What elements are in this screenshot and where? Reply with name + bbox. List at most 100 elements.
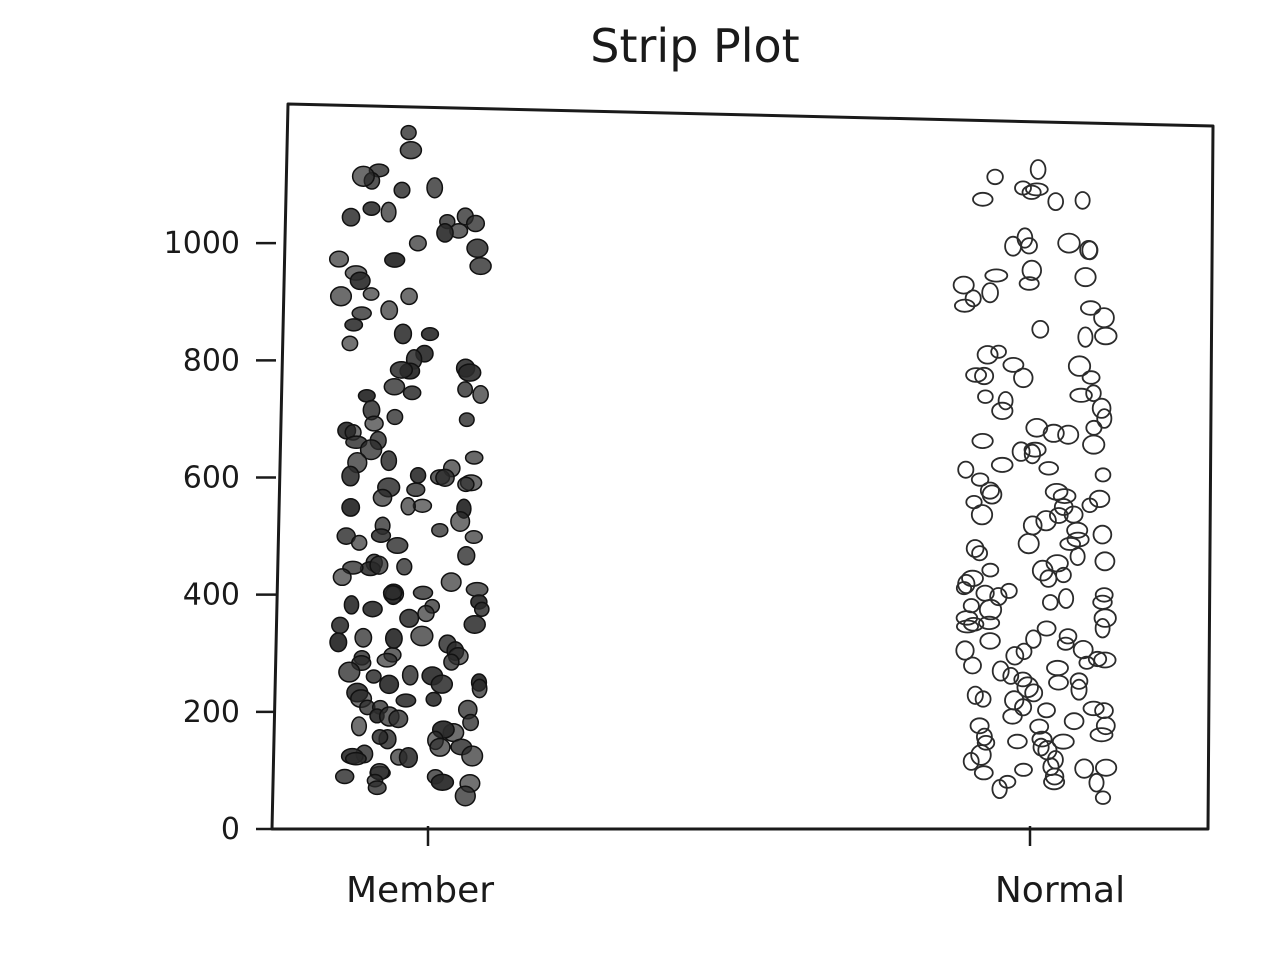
data-point-member [469,257,492,276]
data-point-normal [1022,515,1043,536]
data-point-normal [1013,367,1034,389]
data-point-member [329,286,353,307]
data-point-normal [1014,698,1033,717]
y-tick-label: 800 [183,343,240,378]
data-point-member [462,713,480,732]
data-point-member [402,385,422,401]
data-point-normal [1056,636,1075,651]
data-point-normal [979,632,1001,650]
data-point-member [341,465,360,487]
data-point-member [328,250,350,268]
data-point-normal [1014,762,1033,777]
data-point-normal [1018,276,1040,291]
data-point-normal [1093,651,1117,669]
data-point-member [443,653,460,671]
data-point-normal [1070,678,1088,701]
data-point-member [417,604,435,623]
y-tick-label: 0 [221,812,240,847]
data-point-normal [1048,674,1069,691]
data-point-member [354,627,373,648]
data-point-member [383,378,406,396]
data-point-normal [998,774,1017,789]
data-point-normal [1005,646,1025,666]
data-point-member [457,363,482,382]
data-point-member [430,674,454,694]
data-point-normal [1000,582,1018,599]
data-point-normal [1015,642,1033,661]
data-point-normal [1025,629,1042,649]
data-point-normal [990,344,1007,359]
data-point-member [388,709,409,729]
data-point-normal [1031,730,1053,748]
data-point-normal [1059,536,1081,551]
data-point-normal [1095,716,1116,736]
data-point-member [359,439,383,461]
data-point-normal [962,752,980,771]
data-point-normal [966,685,984,705]
data-point-member [343,595,360,615]
data-point-normal [978,598,1003,621]
data-point-member [461,745,484,767]
data-point-normal [978,615,1001,631]
data-point-member [406,482,426,498]
data-point-normal [1057,424,1080,445]
data-point-member [349,271,371,291]
data-point-member [408,235,427,252]
data-point-normal [981,282,999,304]
data-point-member [376,652,398,668]
data-point-member [329,632,348,653]
data-point-normal [1043,773,1066,791]
data-point-normal [1002,667,1020,685]
y-tick-label: 1000 [164,226,240,261]
data-point-normal [1021,259,1043,281]
data-point-normal [1038,461,1059,476]
data-point-normal [1052,488,1077,505]
data-point-member [395,693,417,708]
data-point-member [386,536,409,555]
data-point-member [431,522,449,538]
data-point-member [400,124,417,141]
data-point-normal [970,472,990,487]
data-point-member [365,669,382,684]
data-point-normal [1096,408,1113,429]
data-point-normal [1082,434,1106,455]
data-point-normal [1094,618,1111,639]
data-point-normal [1023,443,1042,465]
data-point-normal [971,432,994,449]
data-point-normal [1057,232,1081,254]
data-point-normal [965,539,985,558]
data-point-normal [1002,356,1025,373]
data-point-normal [1094,326,1118,346]
data-point-normal [1074,191,1091,210]
data-point-normal [1080,300,1102,316]
data-point-member [465,214,486,233]
data-point-normal [1021,184,1042,200]
data-point-member [464,450,484,465]
data-point-normal [1044,482,1069,501]
data-point-member [471,678,488,699]
data-point-member [341,497,361,517]
data-point-member [458,412,475,428]
data-point-member [464,529,483,545]
chart-title: Strip Plot [590,19,799,73]
data-point-normal [1092,524,1113,545]
y-tick-label: 400 [183,578,240,613]
data-point-member [379,674,400,695]
data-point-normal [1057,588,1075,609]
data-point-normal [1069,387,1093,403]
data-point-member [440,572,462,592]
data-point-normal [981,484,1003,505]
data-point-member [344,751,367,766]
data-point-normal [1037,702,1056,719]
x-tick-label: Normal [995,870,1125,911]
data-point-member [386,408,404,426]
data-point-normal [1036,620,1057,637]
data-point-normal [1094,587,1114,603]
data-point-member [429,737,451,757]
data-point-member [341,335,359,352]
data-point-normal [956,619,980,634]
data-point-member [362,600,383,618]
data-point-member [412,498,433,513]
data-point-normal [1085,419,1103,436]
